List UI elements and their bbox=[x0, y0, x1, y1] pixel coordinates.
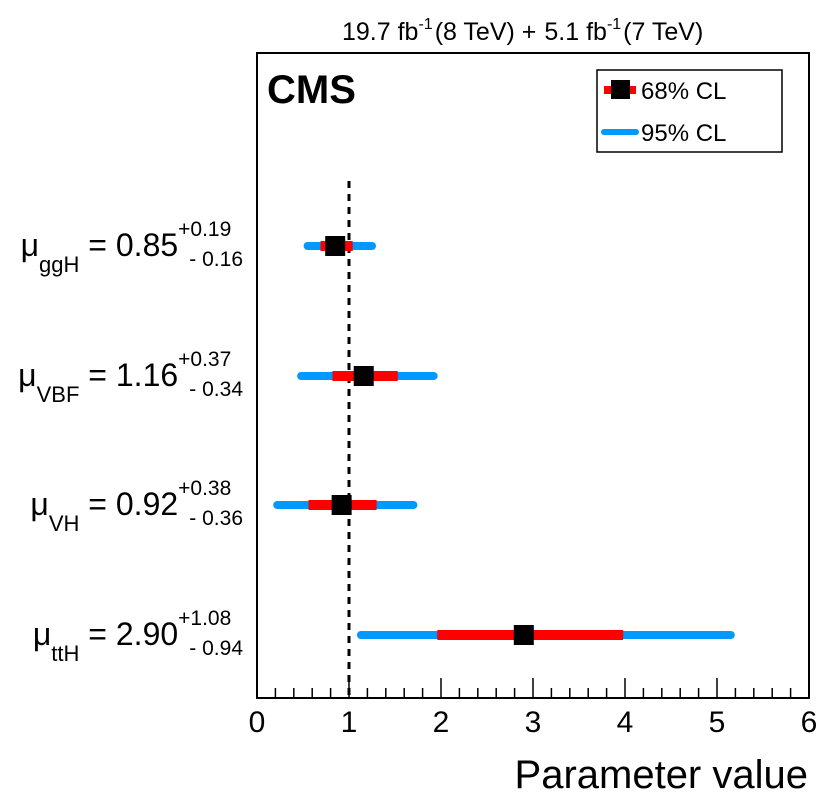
series-row-tth bbox=[356, 625, 735, 645]
x-tick-label: 2 bbox=[433, 706, 450, 739]
series-label-vh: μVH = 0.92+0.38 - 0.36 bbox=[30, 477, 243, 536]
err-down: - 0.36 bbox=[189, 507, 243, 530]
best-fit-marker bbox=[353, 366, 374, 386]
param-value: = 2.90 bbox=[79, 616, 178, 652]
err-down: - 0.34 bbox=[189, 378, 243, 401]
legend-68-label: 68% CL bbox=[641, 78, 726, 105]
x-axis-ticks bbox=[256, 678, 810, 698]
err-down: - 0.94 bbox=[189, 637, 243, 660]
param-value: = 1.16 bbox=[79, 357, 178, 393]
err-down: - 0.16 bbox=[189, 248, 243, 271]
legend-box bbox=[596, 69, 783, 153]
param-subscript: VH bbox=[49, 511, 80, 536]
x-tick-label: 4 bbox=[617, 706, 634, 739]
experiment-label: CMS bbox=[267, 68, 356, 112]
series-rows bbox=[273, 236, 735, 645]
luminosity-label: 19.7 fb-1(8 TeV) +5.1 fb-1(7 TeV) bbox=[342, 16, 703, 46]
x-tick-label: 5 bbox=[709, 706, 726, 739]
best-fit-marker bbox=[513, 625, 534, 645]
param-value: = 0.92 bbox=[79, 486, 178, 522]
best-fit-marker bbox=[331, 495, 352, 515]
err-up: +0.19 bbox=[178, 218, 231, 241]
series-label-tth: μttH = 2.90+1.08 - 0.94 bbox=[33, 607, 243, 666]
series-row-ggh bbox=[303, 236, 376, 256]
param-symbol: μ bbox=[18, 357, 36, 393]
param-subscript: ggH bbox=[39, 252, 79, 277]
x-tick-label: 6 bbox=[801, 706, 818, 739]
series-label-vbf: μVBF = 1.16+0.37 - 0.34 bbox=[18, 348, 243, 407]
best-fit-marker bbox=[325, 236, 346, 256]
series-row-vbf bbox=[297, 366, 438, 386]
param-subscript: VBF bbox=[37, 382, 80, 407]
err-up: +0.38 bbox=[178, 477, 231, 500]
param-symbol: μ bbox=[33, 616, 51, 652]
x-tick-label: 1 bbox=[341, 706, 358, 739]
param-symbol: μ bbox=[30, 486, 48, 522]
x-tick-label: 0 bbox=[249, 706, 266, 739]
series-row-vh bbox=[273, 495, 418, 515]
param-value: = 0.85 bbox=[79, 227, 178, 263]
series-label-ggh: μggH = 0.85+0.19 - 0.16 bbox=[21, 218, 243, 277]
param-symbol: μ bbox=[21, 227, 39, 263]
param-subscript: ttH bbox=[51, 641, 79, 666]
x-axis-tick-labels: 0 1 2 3 4 5 6 bbox=[249, 706, 818, 739]
err-up: +1.08 bbox=[178, 607, 231, 630]
legend-95-label: 95% CL bbox=[641, 120, 726, 147]
legend: 68% CL 95% CL bbox=[596, 69, 783, 153]
err-up: +0.37 bbox=[178, 348, 231, 371]
x-tick-label: 3 bbox=[525, 706, 542, 739]
legend-68-marker bbox=[611, 80, 630, 99]
x-axis-label: Parameter value bbox=[515, 753, 808, 797]
